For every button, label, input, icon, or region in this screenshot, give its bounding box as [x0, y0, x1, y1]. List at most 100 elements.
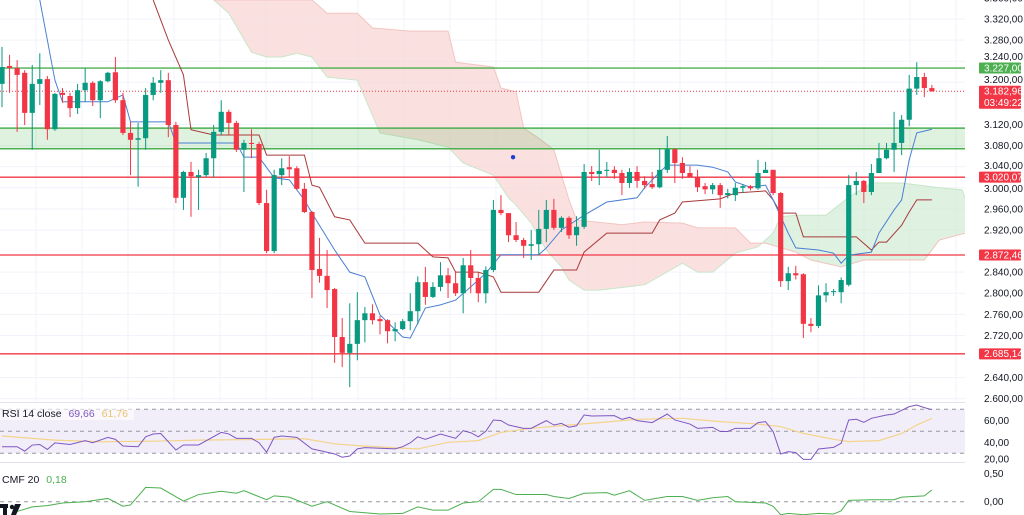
candle-body [687, 173, 693, 178]
candle-bearish [702, 183, 708, 195]
candle-bearish [770, 169, 776, 196]
candle-body [551, 209, 557, 228]
candle-body [785, 273, 791, 282]
candle-body [808, 323, 814, 326]
price-tick-label: 2.800,00 [984, 289, 1023, 300]
candle-bearish [422, 266, 428, 305]
signal-dot [510, 154, 516, 160]
candle-body [823, 292, 829, 296]
candle-body [891, 142, 897, 150]
candle-bullish [437, 262, 444, 292]
candle-body [407, 311, 413, 322]
candle-bullish [573, 216, 580, 246]
candle-bullish [876, 142, 882, 174]
level-badge-bg [979, 62, 1021, 74]
price-tick-label: 2.760,00 [984, 310, 1023, 321]
candle-bearish [301, 183, 307, 214]
candle-bearish [679, 157, 685, 179]
candle-body [0, 66, 5, 84]
candle-bearish [551, 198, 557, 230]
candle-body [899, 119, 905, 143]
candle-body [203, 158, 209, 176]
rsi-pane [0, 402, 1024, 460]
candle-body [97, 81, 103, 101]
candle-bearish [649, 171, 655, 189]
cmf-line [16, 486, 933, 515]
rsi-title: RSI 14 close [2, 408, 62, 420]
horizontal-levels[interactable] [0, 67, 965, 355]
candle-body [422, 282, 428, 297]
candle-bearish [445, 267, 451, 298]
candle-bullish [82, 68, 88, 102]
candle-bullish [362, 306, 368, 343]
candle-bearish [316, 237, 323, 283]
candle-body [332, 289, 338, 338]
candles [0, 46, 935, 388]
level-badge-bg [979, 249, 1021, 261]
tradingview-logo[interactable] [0, 504, 21, 515]
candle-body [430, 286, 436, 297]
candle-body [173, 125, 179, 198]
candle-body [112, 72, 118, 101]
candle-bullish [195, 169, 202, 210]
price-tick-label: 3.040,00 [984, 161, 1023, 172]
candle-bearish [634, 166, 640, 188]
price-axis-badges: 3.227,00 3.020,07 2.872,46 2.685,14 3.182,96… [979, 62, 1023, 360]
candle-bearish [165, 72, 171, 138]
candle-body [415, 282, 421, 312]
cloud-bearish [213, 0, 764, 291]
candle-body [861, 180, 867, 192]
candle-body [22, 72, 28, 113]
candle-body [105, 72, 111, 82]
candle-bearish [778, 191, 784, 287]
candle-bearish [468, 250, 474, 294]
candle-bearish [498, 195, 504, 216]
rsi-ma-value: 61,76 [101, 408, 128, 420]
candle-bullish [815, 285, 822, 329]
candle-body [778, 193, 784, 282]
candle-bearish [332, 287, 338, 363]
candle-bearish [377, 315, 383, 335]
candle-body [226, 111, 232, 123]
candle-body [566, 217, 572, 236]
price-tick-label: 3.200,00 [984, 75, 1023, 86]
candle-body [770, 169, 776, 194]
candle-body [218, 111, 224, 132]
cmf-title: CMF 20 [2, 474, 40, 486]
candle-bearish [453, 272, 459, 296]
candle-body [143, 94, 149, 139]
candle-bullish [725, 188, 731, 199]
candle-body [354, 320, 360, 344]
cmf-tick-label: 0,50 [984, 469, 1004, 480]
candle-bullish [211, 125, 217, 178]
candle-bullish [75, 83, 81, 114]
rsi-value: 69,66 [68, 408, 95, 420]
candle-bearish [324, 250, 330, 309]
candle-bearish [44, 75, 50, 140]
candle-bearish [475, 272, 481, 303]
candle-body [309, 212, 315, 271]
last-price-badge: 3.182,96 [984, 87, 1023, 98]
candle-bullish [158, 70, 164, 93]
candle-bullish [853, 171, 859, 196]
candle-bullish [415, 276, 421, 325]
candle-bullish [407, 293, 413, 331]
candle-body [248, 142, 255, 144]
candle-body [52, 93, 58, 130]
rsi-legend[interactable]: RSI 14 close 69,66 61,76 [0, 408, 134, 420]
level-badge: 2.872,46 [984, 250, 1023, 261]
candle-body [611, 169, 617, 174]
price-tick-label: 3.280,00 [984, 36, 1023, 47]
cmf-legend[interactable]: CMF 20 0,18 [0, 474, 73, 486]
candle-body [59, 92, 66, 95]
candle-bullish [755, 159, 761, 190]
candle-body [14, 68, 20, 75]
candle-bearish [800, 273, 806, 339]
candle-bearish [14, 60, 20, 132]
candle-bullish [581, 164, 587, 229]
candle-body [604, 169, 610, 171]
candle-body [793, 273, 799, 276]
candle-body [831, 291, 837, 293]
